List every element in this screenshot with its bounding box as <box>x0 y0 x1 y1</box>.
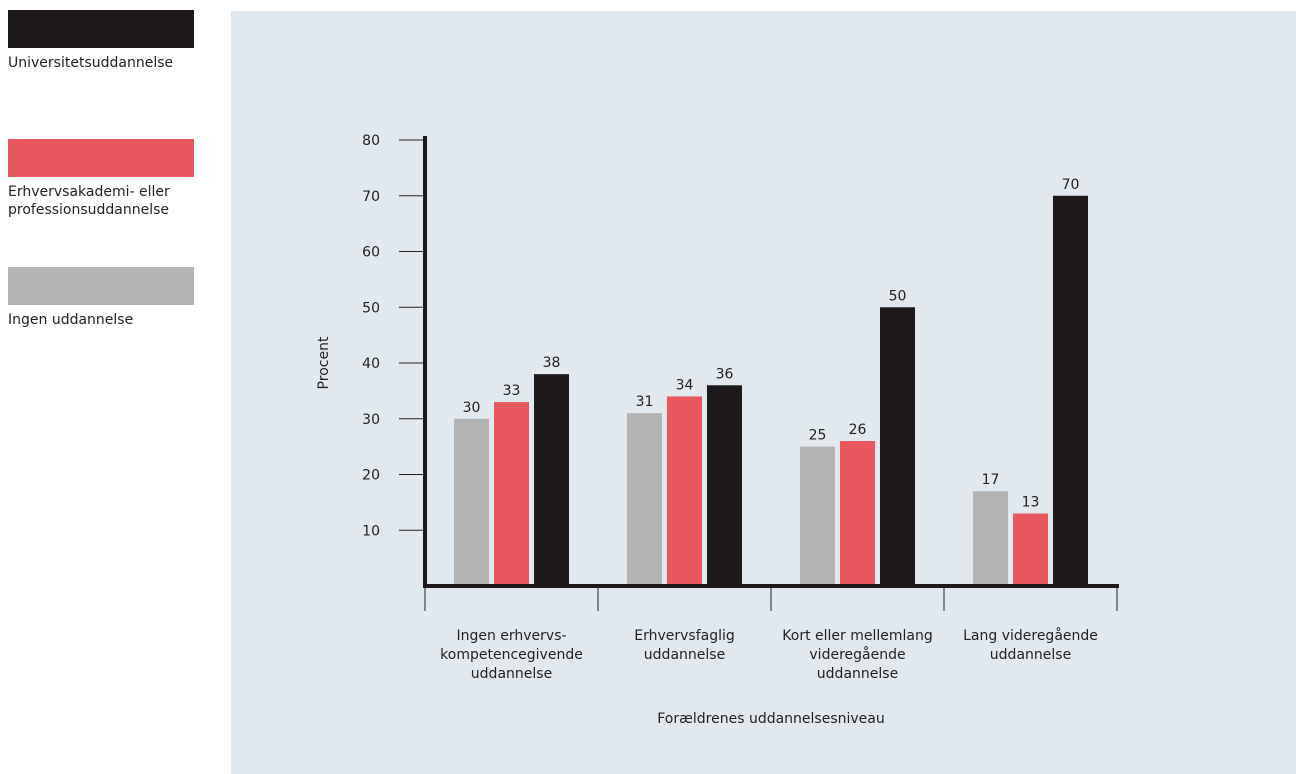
y-tick-label-70: 70 <box>362 189 380 205</box>
x-category-label-1: Erhvervsfaglig uddannelse <box>634 628 735 663</box>
y-tick-label-40: 40 <box>362 356 380 372</box>
x-category-label-2: Kort eller mellemlang videregående uddanne… <box>782 628 932 682</box>
legend-swatch-universitetsuddannelse <box>8 10 194 48</box>
bar-0-0 <box>454 418 489 586</box>
legend-item-universitetsuddannelse: Universitetsuddannelse <box>8 10 208 72</box>
legend-swatch-ingen-uddannelse <box>8 267 194 305</box>
data-label-2-0: 25 <box>809 428 827 444</box>
bar-1-2 <box>707 385 742 586</box>
bar-1-0 <box>627 413 662 586</box>
bar-3-0 <box>973 491 1008 586</box>
legend-item-erhvervsakademi: Erhvervsakademi- eller professionsuddann… <box>8 139 208 219</box>
data-label-0-2: 38 <box>543 355 561 371</box>
y-tick-label-10: 10 <box>362 523 380 539</box>
bar-0-2 <box>534 374 569 586</box>
legend-swatch-erhvervsakademi <box>8 139 194 177</box>
data-label-0-1: 33 <box>503 383 521 399</box>
x-category-label-0: Ingen erhvervs-kompetencegivende uddannel… <box>440 628 583 682</box>
bar-2-0 <box>800 446 835 586</box>
y-tick-label-20: 20 <box>362 468 380 484</box>
data-label-3-2: 70 <box>1062 177 1080 193</box>
data-label-3-0: 17 <box>982 472 1000 488</box>
bar-3-1 <box>1013 513 1048 586</box>
bar-1-1 <box>667 396 702 586</box>
data-label-3-1: 13 <box>1022 495 1040 511</box>
bar-2-1 <box>840 441 875 586</box>
legend-label-erhvervsakademi: Erhvervsakademi- eller professionsuddann… <box>8 184 170 218</box>
data-label-0-0: 30 <box>463 400 481 416</box>
data-label-1-2: 36 <box>716 366 734 382</box>
data-label-1-0: 31 <box>636 394 654 410</box>
y-tick-label-50: 50 <box>362 300 380 316</box>
bar-3-2 <box>1053 195 1088 586</box>
legend-label-universitetsuddannelse: Universitetsuddannelse <box>8 55 174 71</box>
legend-item-ingen-uddannelse: Ingen uddannelse <box>8 267 208 329</box>
x-category-label-3: Lang videregående uddannelse <box>963 627 1098 663</box>
chart-panel <box>231 11 1296 774</box>
legend-label-ingen-uddannelse: Ingen uddannelse <box>8 312 134 328</box>
data-label-2-1: 26 <box>849 422 867 438</box>
x-axis-label: Forældrenes uddannelsesniveau <box>657 711 884 727</box>
bar-2-2 <box>880 307 915 586</box>
y-tick-label-30: 30 <box>362 412 380 428</box>
y-axis-label: Procent <box>316 336 332 389</box>
data-label-2-2: 50 <box>889 288 907 304</box>
bar-0-1 <box>494 402 529 586</box>
y-tick-label-60: 60 <box>362 245 380 261</box>
y-tick-label-80: 80 <box>362 133 380 149</box>
data-label-1-1: 34 <box>676 377 694 393</box>
